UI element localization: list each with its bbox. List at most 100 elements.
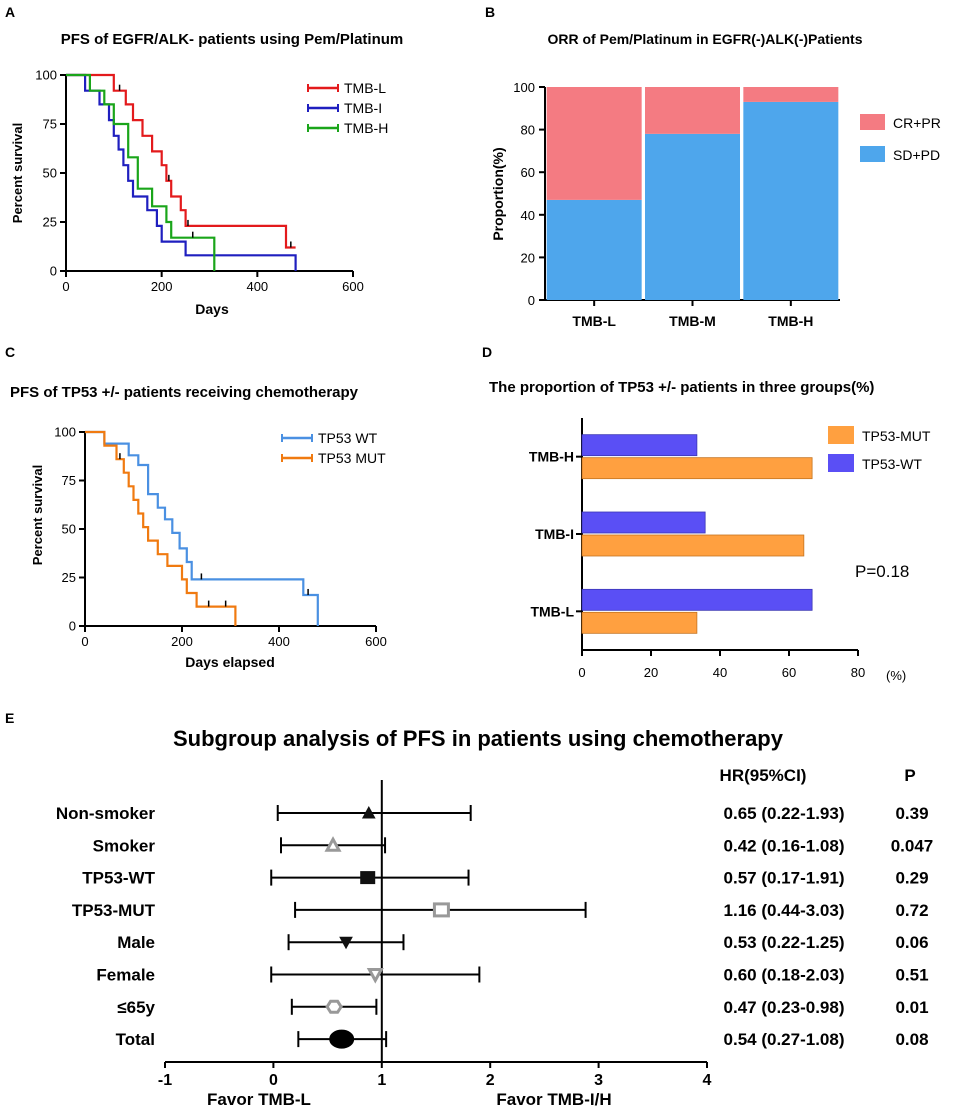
chart-b-bar-tmb-m-sd-pd: [645, 133, 740, 300]
panel-e: E Subgroup analysis of PFS in patients u…: [5, 710, 933, 1109]
chart-c-xlabel: Days elapsed: [185, 654, 275, 670]
chart-c-y-tick-label: 25: [62, 570, 76, 585]
chart-c-x-tick-label: 400: [268, 634, 290, 649]
chart-d-x-tick-label: 60: [782, 665, 796, 680]
chart-e-p-value-65y: 0.01: [895, 998, 928, 1017]
chart-b-legend-label-cr-pr: CR+PR: [893, 115, 941, 131]
panel-letter-c: C: [5, 344, 15, 360]
chart-e-p-value-non-smoker: 0.39: [895, 804, 928, 823]
chart-a-x-tick-label: 400: [246, 279, 268, 294]
chart-e-x-tick-label: 0: [269, 1072, 278, 1089]
chart-e-marker-female: [366, 968, 384, 984]
chart-b-category-label: TMB-H: [768, 313, 813, 329]
panel-letter-b: B: [485, 4, 495, 20]
chart-e-x-tick-label: 4: [703, 1072, 712, 1089]
chart-b-legend-swatch-cr-pr: [860, 114, 885, 130]
chart-d-title: The proportion of TP53 +/- patients in t…: [489, 379, 874, 396]
chart-b-bar-tmb-h-cr-pr: [743, 87, 839, 102]
chart-a-x-tick-label: 600: [342, 279, 364, 294]
chart-e-hr-value-female: 0.60 (0.18-2.03): [724, 966, 845, 985]
chart-b-y-tick-label: 100: [513, 80, 535, 95]
chart-c-title: PFS of TP53 +/- patients receiving chemo…: [10, 384, 359, 401]
chart-b-legend-swatch-sd-pd: [860, 146, 885, 162]
chart-e-p-value-tp53-wt: 0.29: [895, 869, 928, 888]
chart-a-series-tmb-i: [66, 73, 297, 271]
panel-letter-a: A: [5, 4, 15, 20]
chart-a-title: PFS of EGFR/ALK- patients using Pem/Plat…: [61, 31, 404, 48]
chart-e-marker-non-smoker: [361, 805, 376, 819]
chart-a-series-tmb-h: [66, 73, 216, 271]
chart-a-legend-label-tmb-l: TMB-L: [344, 80, 386, 96]
chart-c-ylabel: Percent survival: [30, 465, 45, 565]
chart-e-marker-smoker: [324, 836, 342, 852]
chart-e-hr-value-tp53-wt: 0.57 (0.17-1.91): [724, 869, 845, 888]
chart-d-bar-tmb-h-tp53-wt: [581, 434, 698, 457]
chart-e-row-label-female: Female: [96, 966, 155, 985]
chart-d-category-label: TMB-L: [530, 603, 574, 619]
chart-b-bar-tmb-m-cr-pr: [645, 87, 740, 134]
chart-e-hr-value-65y: 0.47 (0.23-0.98): [724, 998, 845, 1017]
chart-a-y-tick-label: 75: [43, 117, 57, 132]
chart-d-category-label: TMB-I: [535, 526, 574, 542]
chart-e-marker-65y: [325, 999, 343, 1014]
chart-c-legend-label-tp53-wt: TP53 WT: [318, 430, 378, 446]
chart-e-row-label-tp53-wt: TP53-WT: [82, 869, 155, 888]
chart-a-xlabel: Days: [195, 301, 229, 317]
chart-e-x-tick-label: 2: [486, 1072, 495, 1089]
chart-d-unit: (%): [886, 668, 906, 683]
chart-c-y-tick-label: 100: [54, 425, 76, 440]
chart-d-bar-tmb-l-tp53-wt: [581, 588, 813, 611]
chart-b-bar-tmb-h-sd-pd: [743, 101, 839, 300]
chart-e-marker-total: [329, 1029, 355, 1049]
chart-d-x-tick-label: 20: [644, 665, 658, 680]
chart-a-y-tick-label: 25: [43, 215, 57, 230]
chart-e-row-label-non-smoker: Non-smoker: [56, 804, 156, 823]
panel-a: A PFS of EGFR/ALK- patients using Pem/Pl…: [5, 4, 403, 317]
chart-c-series-tp53-mut: [85, 430, 237, 626]
chart-e-hr-value-total: 0.54 (0.27-1.08): [724, 1030, 845, 1049]
chart-d-legend-swatch-tp53-mut: [828, 426, 854, 444]
chart-e-p-value-tp53-mut: 0.72: [895, 901, 928, 920]
chart-c-x-tick-label: 0: [81, 634, 88, 649]
chart-e-marker-male: [339, 936, 353, 950]
chart-b-legend-label-sd-pd: SD+PD: [893, 147, 940, 163]
chart-d-bar-tmb-i-tp53-mut: [581, 534, 805, 557]
chart-e-hr-value-tp53-mut: 1.16 (0.44-3.03): [724, 901, 845, 920]
chart-c-legend-label-tp53-mut: TP53 MUT: [318, 450, 386, 466]
chart-b-y-tick-label: 60: [521, 165, 535, 180]
chart-e-p-value-smoker: 0.047: [891, 836, 934, 855]
chart-e-p-header: P: [904, 766, 915, 785]
chart-e-row-label-tp53-mut: TP53-MUT: [72, 901, 156, 920]
chart-e-x-tick-label: 3: [594, 1072, 603, 1089]
chart-a-legend-label-tmb-i: TMB-I: [344, 100, 382, 116]
chart-c-y-tick-label: 50: [62, 522, 76, 537]
panel-b: B ORR of Pem/Platinum in EGFR(-)ALK(-)Pa…: [485, 4, 941, 329]
chart-d-legend-label-tp53-mut: TP53-MUT: [862, 428, 931, 444]
chart-d-legend-label-tp53-wt: TP53-WT: [862, 456, 922, 472]
chart-e-title: Subgroup analysis of PFS in patients usi…: [173, 726, 784, 751]
chart-e-marker-tp53-wt: [360, 871, 376, 885]
chart-e-x-tick-label: 1: [377, 1072, 386, 1089]
chart-e-p-value-total: 0.08: [895, 1030, 928, 1049]
chart-b-bar-tmb-l-cr-pr: [546, 87, 642, 200]
chart-e-marker-tp53-mut: [432, 902, 450, 918]
panel-letter-d: D: [482, 344, 492, 360]
panel-c: C PFS of TP53 +/- patients receiving che…: [5, 344, 387, 670]
chart-a-y-tick-label: 100: [35, 68, 57, 83]
chart-a-ylabel: Percent survival: [10, 123, 25, 223]
chart-d-category-label: TMB-H: [529, 449, 574, 465]
chart-e-hr-value-non-smoker: 0.65 (0.22-1.93): [724, 804, 845, 823]
chart-b-y-tick-label: 20: [521, 250, 535, 265]
chart-e-row-label-65y: ≤65y: [117, 998, 155, 1017]
chart-e-row-label-male: Male: [117, 933, 155, 952]
chart-b-y-tick-label: 80: [521, 123, 535, 138]
chart-a-x-tick-label: 0: [62, 279, 69, 294]
chart-b-y-tick-label: 40: [521, 208, 535, 223]
chart-d-x-tick-label: 80: [851, 665, 865, 680]
chart-d-legend-swatch-tp53-wt: [828, 454, 854, 472]
chart-d-bar-tmb-i-tp53-wt: [581, 511, 706, 534]
chart-c-x-tick-label: 600: [365, 634, 387, 649]
chart-e-row-label-smoker: Smoker: [93, 836, 156, 855]
chart-d-x-tick-label: 40: [713, 665, 727, 680]
